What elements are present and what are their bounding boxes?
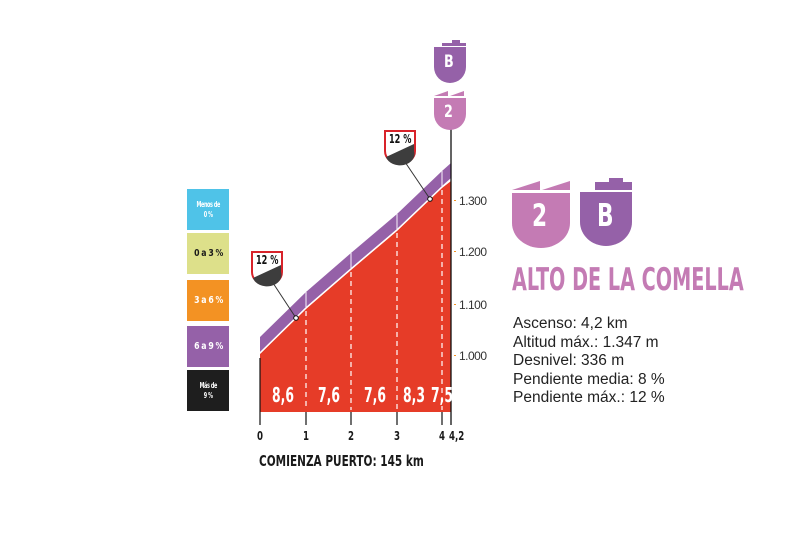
stat-max-altitude: Altitud máx.: 1.347 m [513,333,659,351]
finish-category-label: 2 [444,102,453,122]
elevation-area [260,181,451,412]
segment-gradient: 7,5 [431,383,453,407]
segment-gradient: 7,6 [318,383,340,407]
legend-label: 3 a 6 % [193,294,223,306]
category-badge-large [512,181,570,248]
band-separators [305,171,443,307]
y-tick-label: 1.300 [459,194,487,208]
climb-start-label: COMIENZA PUERTO: 145 km [259,452,424,470]
legend-item-0-3: 0 a 3 % [187,233,229,274]
x-tick-label: 1 [303,429,310,443]
legend-item-3-6: 3 a 6 % [187,280,229,321]
x-tick-label: 4,2 [449,429,465,443]
y-tick-label: 1.000 [459,349,487,363]
gradient-band [260,163,451,352]
bonus-badge-large [580,178,632,246]
climb-stats: Ascenso: 4,2 km Altitud máx.: 1.347 m De… [513,315,665,408]
finish-category-badge [434,91,466,130]
stat-avg-gradient: Pendiente media: 8 % [513,370,665,388]
x-tick-label: 4 [439,429,446,443]
finish-bonus-label: B [444,52,454,72]
category-badge-label: 2 [532,198,548,234]
y-tick-label: 1.200 [459,245,487,259]
legend-label: Menos de [196,199,220,209]
legend-label: 9 % [203,390,213,400]
x-tick-label: 0 [257,429,264,443]
km-dividers [305,190,443,410]
x-tick-label: 3 [394,429,401,443]
legend-label: 0 % [203,209,213,219]
segment-gradient: 7,6 [364,383,386,407]
legend-label: 6 a 9 % [193,340,223,352]
max-gradient-marker-2 [384,130,433,202]
x-axis-ticks [259,412,443,425]
finish-bonus-badge [434,40,466,83]
stat-max-gradient: Pendiente máx.: 12 % [513,389,665,406]
segment-gradient: 8,3 [403,383,425,407]
legend-item-below-0: Menos de 0 % [187,189,229,230]
y-tick-label: 1.100 [459,298,487,312]
climb-title: ALTO DE LA COMELLA [512,262,744,298]
legend-label: 0 a 3 % [193,247,223,259]
legend-item-above-9: Más de 9 % [187,370,229,411]
segment-gradient: 8,6 [272,383,294,407]
bonus-badge-label: B [597,198,614,234]
max-gradient-marker-1 [251,251,299,321]
max-gradient-label-2: 12 % [389,132,412,146]
legend-label: Más de [199,380,217,390]
legend-item-6-9: 6 a 9 % [187,326,229,367]
x-tick-label: 2 [348,429,355,443]
stat-elevation-gain: Desnivel: 336 m [513,352,625,369]
max-gradient-label-1: 12 % [256,253,279,267]
stat-ascent: Ascenso: 4,2 km [513,315,628,332]
y-axis-ticks [454,200,456,356]
